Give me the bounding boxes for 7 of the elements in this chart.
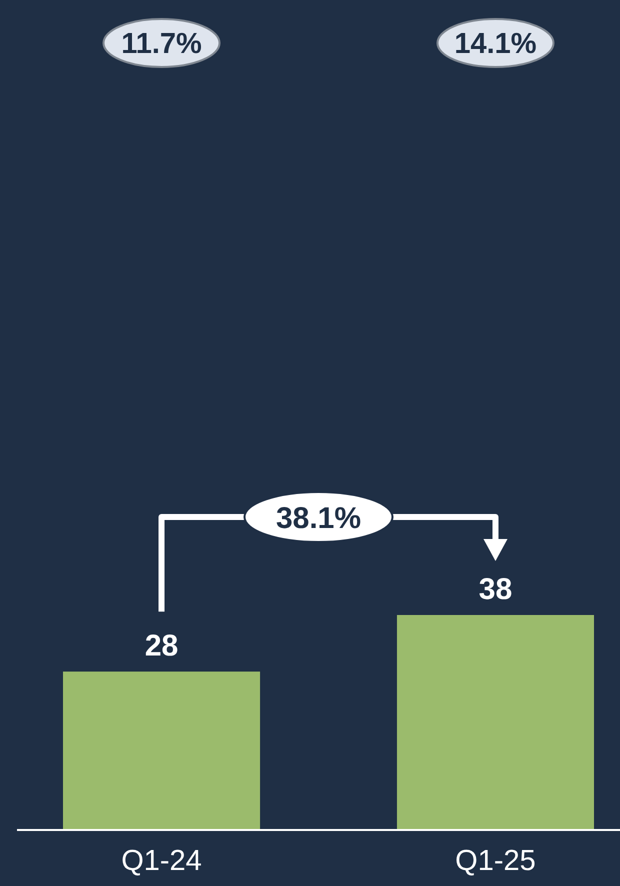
data-label: 28 <box>144 630 178 663</box>
x-tick-label: Q1-24 <box>121 845 202 877</box>
data-label: 38 <box>478 573 512 606</box>
text: 38.1% <box>276 502 362 535</box>
text: 11.7% <box>121 28 202 60</box>
x-tick-label: Q1-25 <box>455 845 536 877</box>
text: 14.1% <box>454 28 537 60</box>
